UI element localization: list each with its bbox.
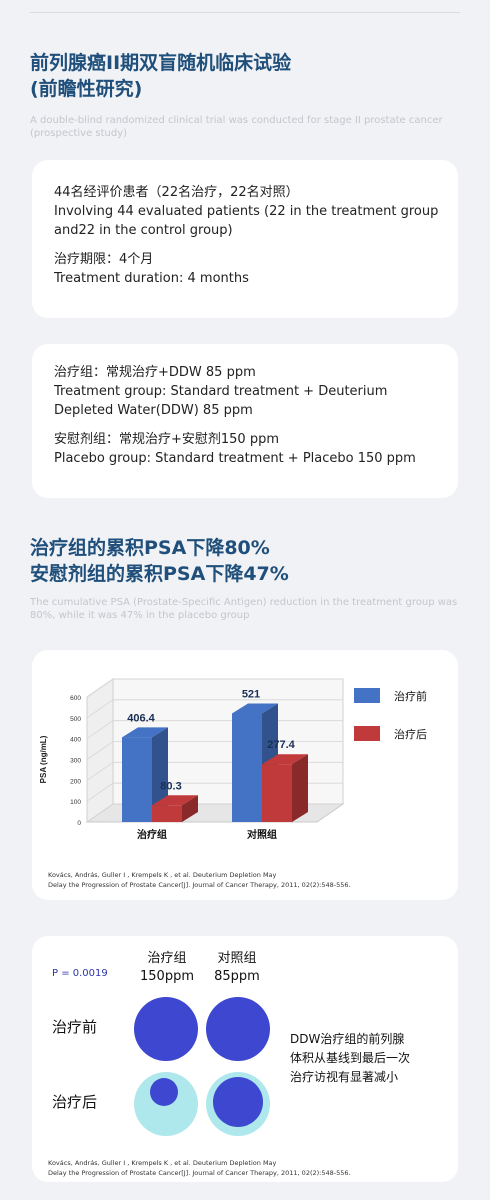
bar-top <box>152 795 198 806</box>
group-info-card: 治疗组：常规治疗+DDW 85 ppm Treatment group: Sta… <box>32 344 458 498</box>
legend-swatch <box>354 726 380 741</box>
chart-reference-line1: Kovács, András, Guller I , Krempels K , … <box>48 871 277 879</box>
data-label: 277.4 <box>267 739 295 751</box>
legend-label: 治疗前 <box>394 689 427 703</box>
y-tick-label: 400 <box>70 737 81 744</box>
control-column-ppm: 85ppm <box>214 969 260 984</box>
section2-title: 治疗组的累积PSA下降80% 安慰剂组的累积PSA下降47% <box>30 535 289 587</box>
section1-title-line2: (前瞻性研究) <box>30 78 143 100</box>
y-tick-label: 0 <box>77 820 81 827</box>
row-before-label: 治疗前 <box>52 1018 98 1036</box>
section1-title: 前列腺癌II期双盲随机临床试验 (前瞻性研究) <box>30 50 291 102</box>
treatment-before-volume <box>134 997 198 1061</box>
chart-reference: Kovács, András, Guller I , Krempels K , … <box>48 870 448 890</box>
bar <box>152 805 182 822</box>
bar-side <box>182 795 198 822</box>
bar <box>262 764 292 822</box>
p-value: P = 0.0019 <box>52 968 108 979</box>
y-tick-label: 300 <box>70 758 81 765</box>
section1-title-line1: 前列腺癌II期双盲随机临床试验 <box>30 52 292 74</box>
data-label: 406.4 <box>127 712 155 724</box>
gridline <box>86 699 343 719</box>
group-info-text: 治疗组：常规治疗+DDW 85 ppm Treatment group: Sta… <box>54 363 444 468</box>
data-label: 521 <box>242 688 260 700</box>
y-tick-label: 200 <box>70 778 81 785</box>
category-label: 治疗组 <box>137 828 167 841</box>
chart-reference-line2: Delay the Progression of Prostate Cancer… <box>48 881 351 889</box>
treatment-column-header: 治疗组 150ppm <box>127 950 207 986</box>
volume-reference: Kovács, András, Guller I , Krempels K , … <box>48 1158 448 1178</box>
trial-info-text: 44名经评价患者（22名治疗，22名对照） Involving 44 evalu… <box>54 183 444 288</box>
top-divider <box>30 12 460 13</box>
bar <box>122 737 152 822</box>
section2-title-line1: 治疗组的累积PSA下降80% <box>30 537 270 559</box>
control-column-header: 对照组 85ppm <box>197 950 277 986</box>
patients-cn: 44名经评价患者（22名治疗，22名对照） <box>54 185 299 200</box>
bar-top <box>232 703 278 714</box>
legend-swatch <box>354 688 380 703</box>
y-tick-label: 500 <box>70 716 81 723</box>
duration-cn: 治疗期限：4个月 <box>54 252 154 267</box>
y-tick-label: 600 <box>70 695 81 702</box>
volume-note-line1: DDW治疗组的前列腺 <box>290 1032 405 1046</box>
placebo-group-en: Placebo group: Standard treatment + Plac… <box>54 451 416 466</box>
patients-en: Involving 44 evaluated patients (22 in t… <box>54 204 439 238</box>
treatment-column-name: 治疗组 <box>147 951 187 966</box>
volume-card: P = 0.0019 治疗组 150ppm 对照组 85ppm 治疗前 治疗后 … <box>32 936 458 1182</box>
bar-top <box>122 727 168 738</box>
volume-reference-line2: Delay the Progression of Prostate Cancer… <box>48 1169 351 1177</box>
duration-en: Treatment duration: 4 months <box>54 271 249 286</box>
y-axis-label: PSA (ng/mL) <box>39 735 48 783</box>
treatment-group-en: Treatment group: Standard treatment + De… <box>54 384 388 418</box>
treatment-column-ppm: 150ppm <box>140 969 194 984</box>
treatment-after-volume <box>150 1078 178 1106</box>
bar-top <box>262 754 308 765</box>
prostate-volume-diagram <box>134 997 270 1136</box>
psa-bar-chart: 0 100 200 300 400 500 600 PSA (ng/mL) 406.4 80.3 治… <box>39 678 427 841</box>
legend-label: 治疗后 <box>394 727 427 741</box>
section1-subtitle: A double-blind randomized clinical trial… <box>30 115 443 139</box>
psa-chart-card: 0 100 200 300 400 500 600 PSA (ng/mL) 406.4 80.3 治… <box>32 650 458 900</box>
section2-title-line2: 安慰剂组的累积PSA下降47% <box>30 563 289 585</box>
category-label: 对照组 <box>247 828 277 841</box>
placebo-group-cn: 安慰剂组：常规治疗+安慰剂150 ppm <box>54 432 280 447</box>
section2-subtitle: The cumulative PSA (Prostate-Specific An… <box>30 597 458 621</box>
treatment-group-cn: 治疗组：常规治疗+DDW 85 ppm <box>54 365 256 380</box>
volume-reference-line1: Kovács, András, Guller I , Krempels K , … <box>48 1159 277 1167</box>
volume-note-line3: 治疗访视有显著减小 <box>290 1070 399 1084</box>
bar-side <box>292 754 308 822</box>
volume-note-line2: 体积从基线到最后一次 <box>290 1051 411 1065</box>
control-after-volume <box>213 1077 263 1127</box>
trial-info-card: 44名经评价患者（22名治疗，22名对照） Involving 44 evalu… <box>32 160 458 318</box>
volume-note: DDW治疗组的前列腺 体积从基线到最后一次 治疗访视有显著减小 <box>290 1030 450 1087</box>
control-before-volume <box>206 997 270 1061</box>
data-label: 80.3 <box>160 780 181 792</box>
y-tick-label: 100 <box>70 799 81 806</box>
bar <box>232 713 262 822</box>
row-after-label: 治疗后 <box>52 1093 98 1111</box>
gridline <box>86 678 343 698</box>
control-column-name: 对照组 <box>217 951 257 966</box>
